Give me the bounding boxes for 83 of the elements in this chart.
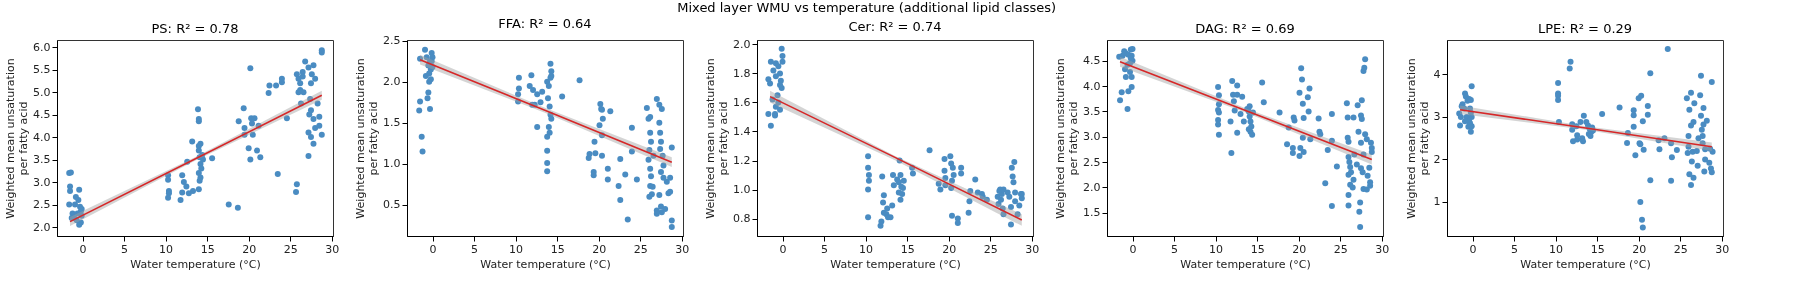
x-tick-label: 30 (1715, 242, 1730, 256)
x-tick-label: 0 (79, 242, 87, 256)
y-tick-label: 6.0 (33, 40, 51, 54)
y-tick-label: 4.5 (1083, 54, 1101, 68)
x-tick-label: 30 (675, 242, 690, 256)
x-tick-label: 20 (242, 242, 257, 256)
y-tick-label: 3.0 (33, 175, 51, 189)
y-tick-label: 5.5 (33, 63, 51, 77)
x-tick-label: 15 (1250, 242, 1265, 256)
x-tick-label: 5 (121, 242, 129, 256)
x-tick-label: 10 (159, 242, 174, 256)
y-tick-label: 1.4 (733, 124, 751, 138)
y-axis-title: Weighted mean unsaturation per fatty acid (4, 58, 31, 219)
x-tick-label: 20 (1632, 242, 1647, 256)
y-tick-label: 3 (1433, 110, 1441, 124)
y-tick-label: 3.0 (1083, 130, 1101, 144)
x-tick-label: 0 (1129, 242, 1137, 256)
x-tick-label: 5 (471, 242, 479, 256)
x-tick-label: 10 (1549, 242, 1564, 256)
x-tick-label: 20 (592, 242, 607, 256)
chart-title: LPE: R² = 0.29 (1537, 21, 1633, 36)
x-tick-label: 25 (983, 242, 998, 256)
x-tick-label: 0 (1469, 242, 1477, 256)
chart-title: DAG: R² = 0.69 (1195, 21, 1295, 36)
x-tick-label: 5 (1511, 242, 1519, 256)
x-tick-label: 15 (550, 242, 565, 256)
x-tick-label: 25 (283, 242, 298, 256)
x-axis-title: Water temperature (°C) (830, 257, 961, 271)
y-tick-label: 2.0 (1083, 180, 1101, 194)
x-axis-title: Water temperature (°C) (130, 257, 261, 271)
y-tick-label: 1.5 (1083, 206, 1101, 220)
x-tick-label: 5 (821, 242, 829, 256)
x-tick-label: 0 (779, 242, 787, 256)
y-tick-label: 4.0 (33, 130, 51, 144)
x-tick-label: 25 (1673, 242, 1688, 256)
x-tick-label: 30 (1025, 242, 1040, 256)
y-tick-label: 0.8 (733, 212, 751, 226)
y-tick-label: 1.5 (383, 116, 401, 130)
x-tick-label: 5 (1171, 242, 1179, 256)
x-tick-label: 10 (1209, 242, 1224, 256)
x-tick-label: 0 (429, 242, 437, 256)
y-tick-label: 1.0 (733, 183, 751, 197)
x-axis-title: Water temperature (°C) (480, 257, 611, 271)
y-axis-title: Weighted mean unsaturation per fatty acid (704, 58, 731, 219)
y-tick-label: 2.5 (383, 34, 401, 48)
y-tick-label: 1.0 (383, 157, 401, 171)
y-tick-label: 2.5 (33, 198, 51, 212)
chart-title: Cer: R² = 0.74 (848, 19, 942, 35)
x-tick-label: 15 (1590, 242, 1605, 256)
x-tick-label: 30 (325, 242, 340, 256)
y-tick-label: 5.0 (33, 85, 51, 99)
x-tick-label: 30 (1375, 242, 1390, 256)
y-tick-label: 1.6 (733, 95, 751, 109)
y-tick-label: 4 (1433, 67, 1441, 81)
x-tick-label: 20 (1292, 242, 1307, 256)
y-axis-title: Weighted mean unsaturation per fatty acid (354, 58, 381, 219)
y-tick-label: 4.5 (33, 108, 51, 122)
x-tick-label: 25 (633, 242, 648, 256)
x-tick-label: 20 (942, 242, 957, 256)
chart-title: FFA: R² = 0.64 (498, 15, 592, 31)
y-tick-label: 3.5 (1083, 104, 1101, 118)
y-tick-label: 2.0 (33, 220, 51, 234)
y-tick-label: 0.5 (383, 198, 401, 212)
y-tick-label: 1 (1433, 195, 1441, 209)
y-axis-title: Weighted mean unsaturation per fatty acid (1404, 58, 1431, 219)
x-tick-label: 25 (1333, 242, 1348, 256)
text: Mixed layer WMU vs temperature (additional lipid classes) (677, 0, 1057, 16)
y-tick-label: 4.0 (1083, 79, 1101, 93)
y-tick-label: 2 (1433, 152, 1441, 166)
y-tick-label: 2.0 (383, 75, 401, 89)
y-axis-title: Weighted mean unsaturation per fatty acid (1054, 58, 1081, 219)
x-tick-label: 15 (200, 242, 215, 256)
x-tick-label: 15 (900, 242, 915, 256)
x-tick-label: 10 (509, 242, 524, 256)
x-axis-title: Water temperature (°C) (1520, 257, 1651, 271)
chart-title: PS: R² = 0.78 (151, 21, 239, 36)
y-tick-label: 1.2 (733, 154, 751, 167)
y-tick-label: 2.0 (733, 37, 751, 51)
y-tick-label: 2.5 (1083, 155, 1101, 169)
y-tick-label: 1.8 (733, 66, 751, 80)
x-axis-title: Water temperature (°C) (1180, 257, 1311, 271)
x-tick-label: 10 (859, 242, 874, 256)
y-tick-label: 3.5 (33, 153, 51, 167)
